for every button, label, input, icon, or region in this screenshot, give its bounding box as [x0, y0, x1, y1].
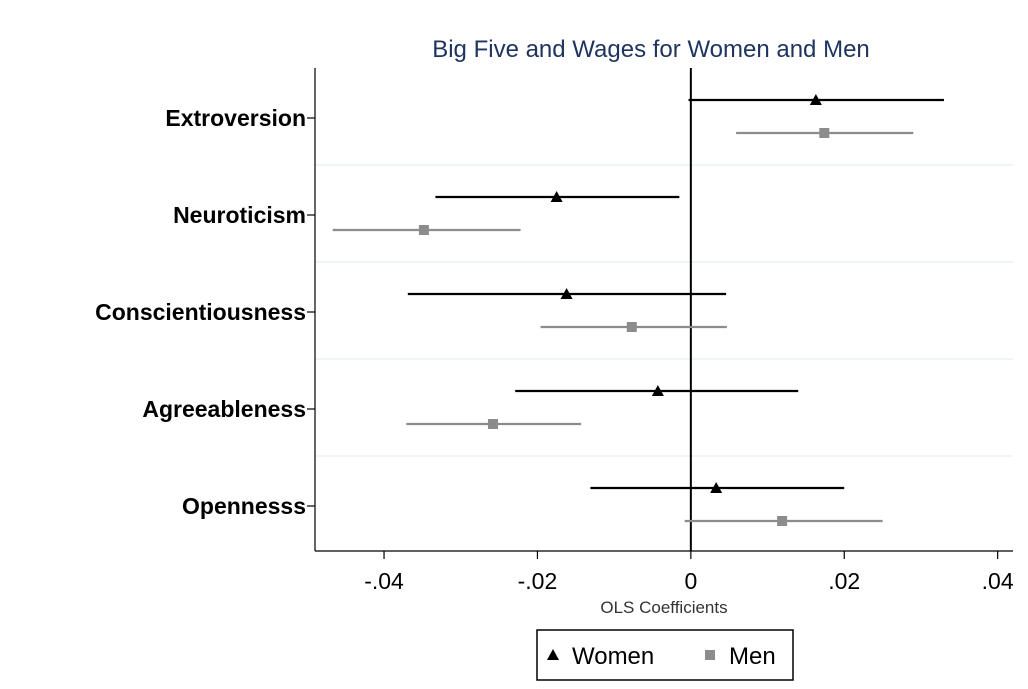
x-tick-label: 0	[684, 568, 697, 594]
legend-men-marker	[705, 650, 715, 660]
x-tick-label: -.04	[364, 568, 404, 594]
category-label: Agreeableness	[142, 396, 306, 422]
x-tick-label: .04	[982, 568, 1014, 594]
legend-box	[536, 629, 794, 681]
men-point	[626, 322, 637, 332]
women-point	[560, 288, 573, 299]
legend-women-marker	[547, 649, 559, 660]
gridlines	[315, 164, 1013, 457]
chart-title: Big Five and Wages for Women and Men	[432, 36, 870, 63]
women-point	[710, 482, 723, 493]
women-point	[809, 94, 822, 105]
axes: -.04 -.02 0 .02 .04 Extroversion Neuroticism Co…	[95, 68, 1014, 594]
category-label: Opennesss	[182, 493, 306, 519]
data-marks	[332, 94, 944, 526]
legend: Women Men	[536, 629, 794, 681]
category-label: Conscientiousness	[95, 299, 306, 325]
men-point	[819, 128, 830, 138]
men-point	[777, 516, 788, 526]
x-tick-label: .02	[828, 568, 860, 594]
x-axis-label: OLS Coefficients	[600, 598, 727, 617]
x-tick-label: -.02	[518, 568, 558, 594]
men-point	[487, 419, 498, 429]
legend-men-label: Men	[729, 643, 776, 670]
category-label: Extroversion	[165, 105, 306, 131]
women-point	[550, 191, 563, 202]
men-point	[418, 225, 429, 235]
legend-women-label: Women	[572, 643, 654, 670]
category-label: Neuroticism	[173, 202, 306, 228]
women-point	[651, 385, 664, 396]
